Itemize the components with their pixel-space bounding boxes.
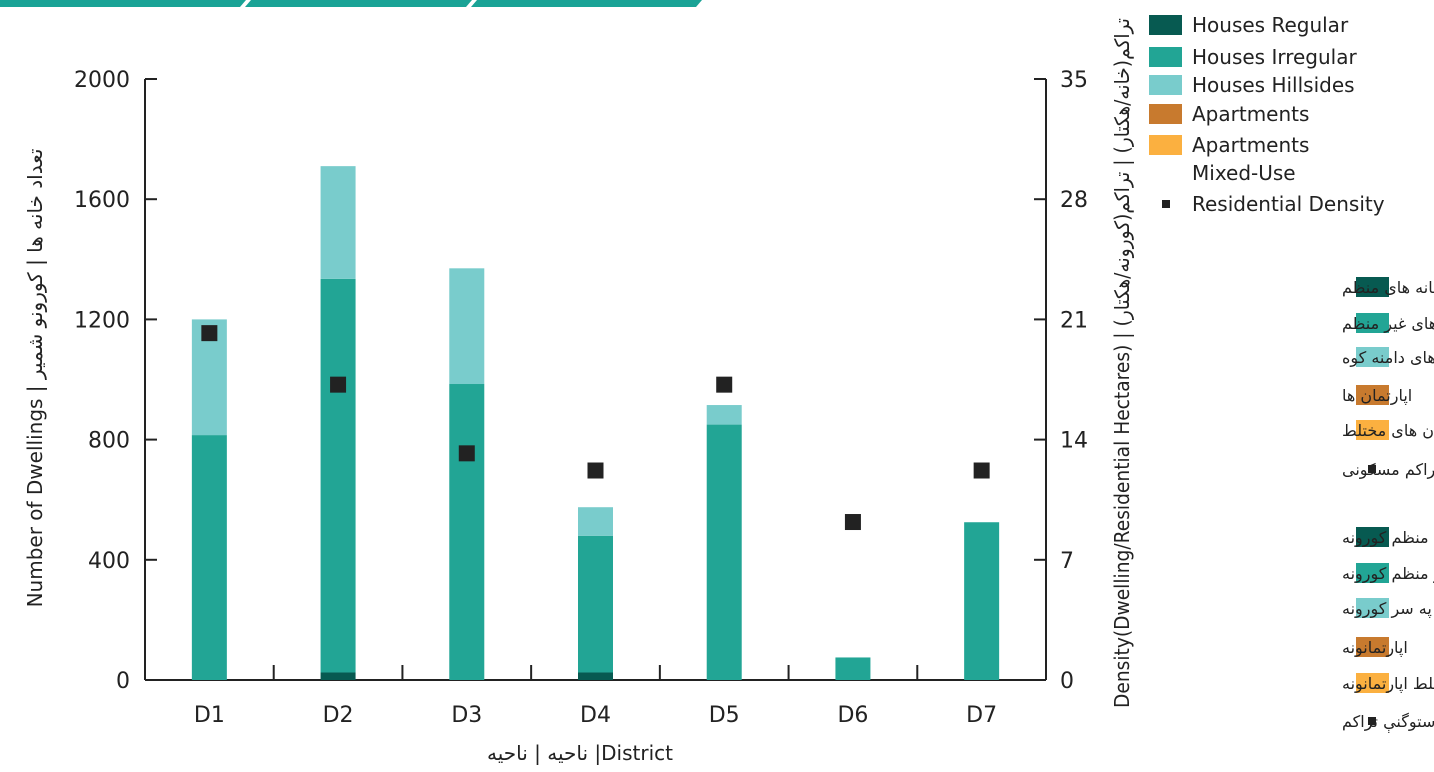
- header-tab: [0, 0, 246, 7]
- bar-segment: [320, 278, 356, 673]
- bar-segment: [449, 268, 485, 385]
- bar-segment: [191, 435, 227, 680]
- legend-label-dari: تراکم مسکونی: [1342, 460, 1434, 480]
- bar-segment: [578, 507, 613, 536]
- legend-swatch: [1356, 598, 1389, 618]
- legend-swatch: [1356, 563, 1389, 583]
- bar-segment: [578, 672, 613, 680]
- y-ticks: 0 400 800 1200 1600 2000: [74, 68, 157, 694]
- x-tick-label: D4: [580, 703, 611, 728]
- y-tick-label: 2000: [74, 68, 130, 93]
- density-markers: [201, 325, 990, 531]
- bar-segment: [320, 166, 356, 279]
- density-point: [844, 514, 861, 531]
- y2-ticks: 0 7 14 21 28 35: [1034, 68, 1088, 694]
- legend-swatch: [1356, 637, 1389, 657]
- legend-density-swatch: [1368, 717, 1376, 725]
- legend-label-en: Houses Hillsides: [1192, 73, 1355, 97]
- x-tick-label: D5: [709, 703, 740, 728]
- legend-label-pashto: اپارتمانونه: [1342, 638, 1408, 658]
- legend-label-dari: خانه های منظم: [1342, 278, 1434, 297]
- legend-label-pashto: استوگنې تراکم: [1342, 712, 1434, 734]
- y2-tick-label: 7: [1060, 549, 1074, 574]
- legend-label-pashto: مختلط اپارتمانونه: [1342, 674, 1434, 694]
- legend-swatch: [1356, 385, 1389, 405]
- x-ticks: D1 D2 D3 D4 D5 D6 D7: [194, 665, 997, 728]
- x-tick-label: D3: [451, 703, 482, 728]
- density-point: [330, 376, 347, 393]
- legend-swatch: [1356, 527, 1389, 547]
- header-tab: [471, 0, 702, 7]
- legend-swatch: [1149, 75, 1182, 95]
- bar-segment: [964, 522, 1000, 680]
- y-tick-label: 400: [88, 549, 130, 574]
- y2-tick-label: 21: [1060, 308, 1088, 333]
- bar-segment: [706, 405, 742, 425]
- legend-swatch: [1356, 420, 1389, 440]
- x-tick-label: D6: [837, 703, 868, 728]
- y2-tick-label: 35: [1060, 68, 1088, 93]
- x-tick-label: D7: [966, 703, 997, 728]
- legend-swatch: [1356, 313, 1389, 333]
- bar-segment: [578, 535, 613, 673]
- legend-label-en: Apartments: [1192, 102, 1309, 126]
- bar-segment: [320, 672, 356, 680]
- legend-label-en: Houses Irregular: [1192, 45, 1357, 69]
- density-point: [973, 462, 990, 479]
- x-axis-title: ناحیه | ناحیه |District: [487, 741, 673, 765]
- bars: [191, 166, 1000, 680]
- density-point: [201, 325, 218, 342]
- y-tick-label: 1200: [74, 308, 130, 333]
- legend-label-en: Mixed-Use: [1192, 161, 1296, 185]
- legend-swatch: [1356, 673, 1389, 693]
- y-tick-label: 0: [116, 669, 130, 694]
- legend-swatch: [1356, 347, 1389, 367]
- bar-segment: [835, 657, 871, 680]
- x-tick-label: D1: [194, 703, 225, 728]
- legend-label-dari: خانه های غیر منظم: [1342, 314, 1434, 334]
- density-point: [716, 376, 733, 393]
- legend-swatch: [1356, 277, 1389, 297]
- legend-label-pashto: منظم کورونه: [1342, 528, 1429, 548]
- y2-axis-title: Density(Dwelling/Residential Hectares) |…: [1110, 18, 1134, 708]
- bar-segment: [449, 384, 485, 680]
- legend: Houses Regular Houses Irregular Houses Hil…: [1149, 13, 1434, 734]
- legend-swatch: [1149, 104, 1182, 124]
- bar-segment: [706, 424, 742, 680]
- legend-density-swatch: [1368, 465, 1376, 473]
- header-tab: [245, 0, 472, 7]
- y2-tick-label: 14: [1060, 429, 1088, 454]
- legend-label-dari: اپارتمان های مختلط: [1342, 421, 1434, 441]
- header-tabs: [0, 0, 702, 7]
- y-tick-label: 800: [88, 429, 130, 454]
- legend-label-dari: اپارتمان ها: [1342, 386, 1412, 406]
- y-tick-label: 1600: [74, 188, 130, 213]
- y2-tick-label: 0: [1060, 669, 1074, 694]
- legend-density-swatch: [1162, 200, 1170, 208]
- legend-swatch: [1149, 135, 1182, 155]
- x-tick-label: D2: [323, 703, 354, 728]
- legend-label-en: Houses Regular: [1192, 13, 1349, 37]
- density-point: [587, 462, 604, 479]
- legend-label-pashto: د غرونو په سر کورونه: [1342, 599, 1434, 619]
- y-axis-title: Number of Dwellings | تعداد خانه ها | کو…: [23, 149, 47, 608]
- legend-label-en: Residential Density: [1192, 192, 1385, 216]
- y2-tick-label: 28: [1060, 188, 1088, 213]
- legend-swatch: [1149, 15, 1182, 35]
- legend-swatch: [1149, 47, 1182, 67]
- legend-label-pashto: غیر منظم کورونه: [1342, 564, 1434, 584]
- legend-label-en: Apartments: [1192, 133, 1309, 157]
- legend-label-dari: خانه های دامنه کوه: [1342, 348, 1434, 368]
- density-point: [458, 445, 475, 462]
